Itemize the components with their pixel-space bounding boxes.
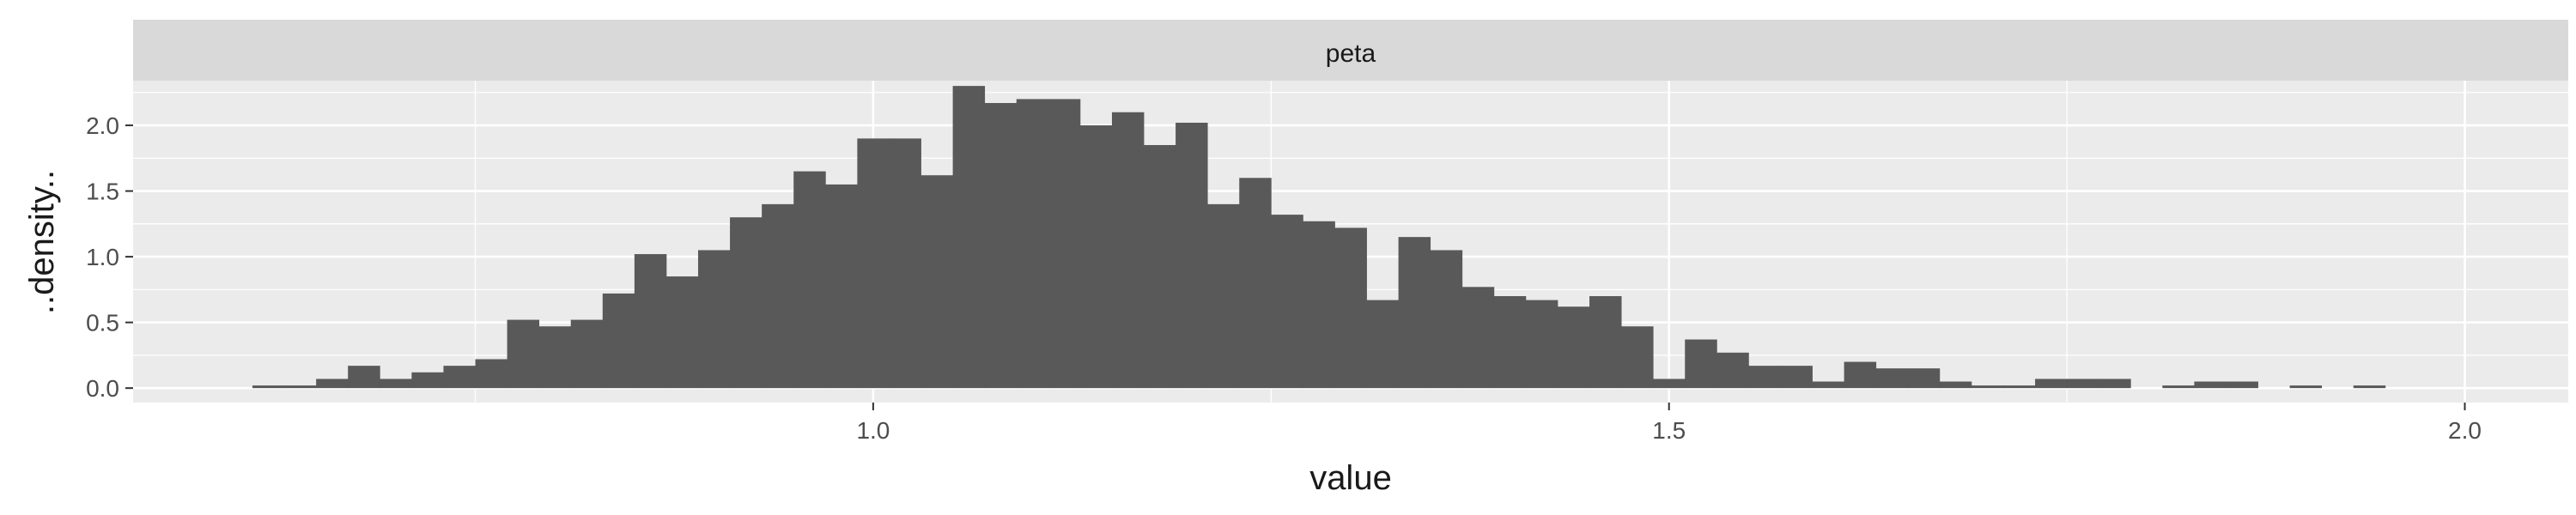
histogram-bar	[1939, 381, 1972, 389]
histogram-bar	[1716, 352, 1749, 389]
y-axis: 0.0 0.5 1.0 1.5 2.0	[86, 112, 133, 402]
histogram-bar	[507, 319, 540, 389]
histogram-bar	[2035, 379, 2068, 389]
histogram-bar	[1079, 125, 1113, 389]
histogram-bar	[1780, 366, 1813, 389]
histogram-bar	[1366, 300, 1400, 389]
histogram-bar	[1048, 99, 1081, 389]
histogram-bar	[889, 138, 921, 389]
histogram-bar	[1334, 227, 1367, 389]
y-tick-label: 0.5	[86, 310, 119, 336]
histogram-bar	[1016, 99, 1049, 389]
histogram-bar	[1176, 122, 1208, 389]
histogram-bar	[634, 254, 667, 389]
facet-strip	[133, 20, 2568, 81]
histogram-bar	[2194, 381, 2227, 389]
histogram-bar	[538, 326, 572, 389]
histogram-bar	[2002, 385, 2036, 389]
x-axis: 1.0 1.5 2.0	[856, 403, 2482, 444]
histogram-bar	[665, 276, 699, 389]
histogram-bar	[2226, 381, 2258, 389]
histogram-bar	[1111, 112, 1145, 389]
histogram-bar	[1748, 366, 1781, 389]
histogram-bar	[793, 171, 826, 389]
histogram-bar	[1271, 215, 1303, 389]
x-tick-label: 1.0	[856, 417, 890, 444]
histogram-bar	[1144, 145, 1176, 389]
histogram-bar	[762, 203, 794, 389]
histogram-bar	[1653, 379, 1686, 389]
histogram-bar	[1907, 368, 1941, 389]
histogram-bar	[2067, 379, 2099, 389]
histogram-bar	[698, 250, 731, 389]
histogram-bar	[1303, 221, 1335, 389]
histogram-bar	[1589, 296, 1622, 389]
x-axis-title: value	[1309, 459, 1392, 497]
histogram-bar	[1525, 300, 1558, 389]
histogram-bar	[920, 175, 954, 389]
histogram-bar	[2162, 385, 2195, 389]
y-tick-label: 0.0	[86, 375, 119, 402]
histogram-bar	[1493, 296, 1527, 389]
facet-label: peta	[1326, 39, 1376, 68]
x-tick-label: 2.0	[2448, 417, 2482, 444]
histogram-bar	[1812, 381, 1845, 389]
histogram-bar	[602, 293, 635, 389]
histogram-bar	[475, 359, 507, 389]
histogram-bar	[857, 138, 890, 389]
x-tick-label: 1.5	[1652, 417, 1686, 444]
histogram-bar	[380, 379, 412, 389]
histogram-bar	[952, 86, 986, 389]
histogram-bar	[2099, 379, 2131, 389]
histogram-bar	[1207, 203, 1240, 389]
histogram-bar	[1461, 287, 1495, 389]
histogram-bar	[2289, 385, 2323, 389]
histogram-bar	[1557, 306, 1590, 389]
y-tick-label: 1.0	[86, 244, 119, 270]
histogram-bar	[411, 372, 444, 389]
histogram-bar	[825, 184, 858, 389]
histogram-bar	[252, 385, 285, 389]
histogram-bar	[1239, 178, 1272, 389]
histogram-bar	[1875, 368, 1909, 389]
histogram-bar	[1621, 326, 1654, 389]
y-axis-title: ..density..	[23, 170, 61, 314]
histogram-bar	[984, 103, 1018, 389]
histogram-bar	[284, 385, 317, 389]
histogram-bar	[443, 366, 476, 389]
histogram-bar	[1971, 385, 2004, 389]
histogram-bar	[730, 217, 762, 389]
histogram-bar	[1430, 250, 1463, 389]
histogram-bar	[2353, 385, 2386, 389]
histogram-bar	[570, 319, 604, 389]
histogram-bars	[252, 86, 2386, 389]
y-tick-label: 2.0	[86, 112, 119, 139]
histogram-bar	[1844, 361, 1877, 389]
y-tick-label: 1.5	[86, 179, 119, 205]
histogram-bar	[348, 366, 380, 389]
histogram-bar	[1685, 339, 1717, 389]
histogram-bar	[1398, 237, 1431, 389]
histogram-bar	[316, 379, 349, 389]
